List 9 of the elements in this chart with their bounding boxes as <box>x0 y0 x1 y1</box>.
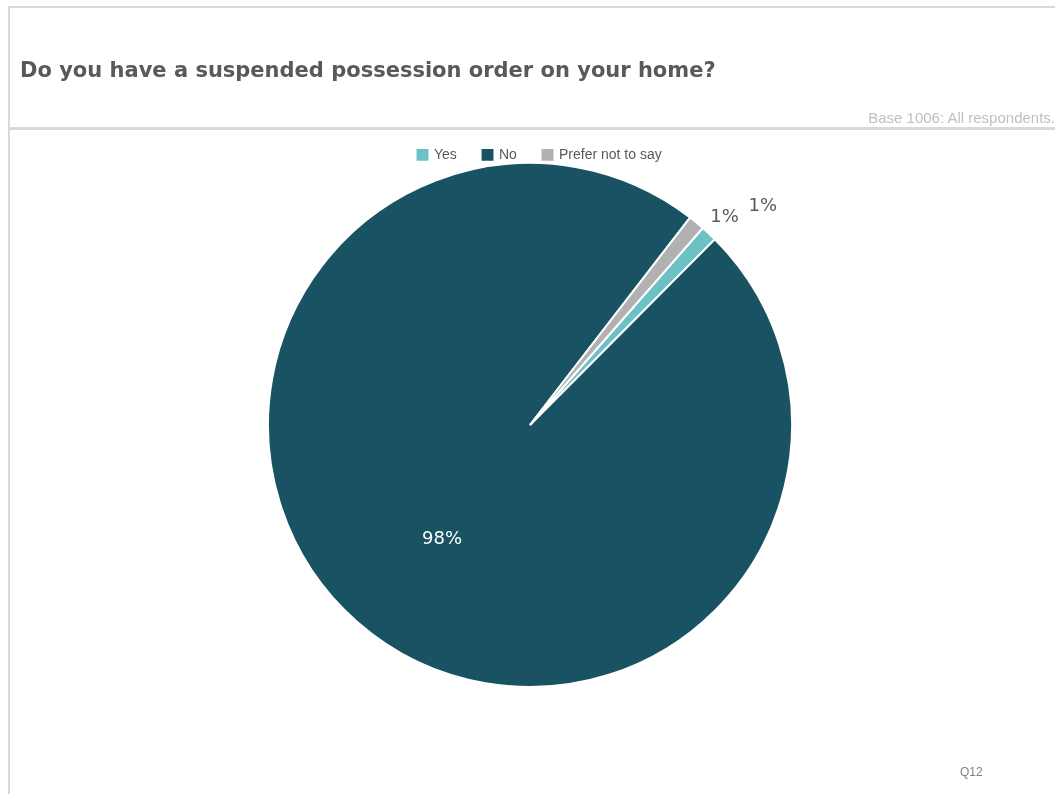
legend-label: Yes <box>434 145 457 162</box>
chart-title: Do you have a suspended possession order on your home? <box>20 58 716 82</box>
legend-label: No <box>499 145 518 162</box>
data-label: 1% <box>710 204 739 226</box>
data-label: 1% <box>748 193 778 215</box>
text: Base 1006: All respondents. <box>868 109 1055 126</box>
data-label: 98% <box>421 527 462 549</box>
legend-label: Prefer not to say <box>559 145 662 162</box>
text: Q12 <box>960 765 983 779</box>
